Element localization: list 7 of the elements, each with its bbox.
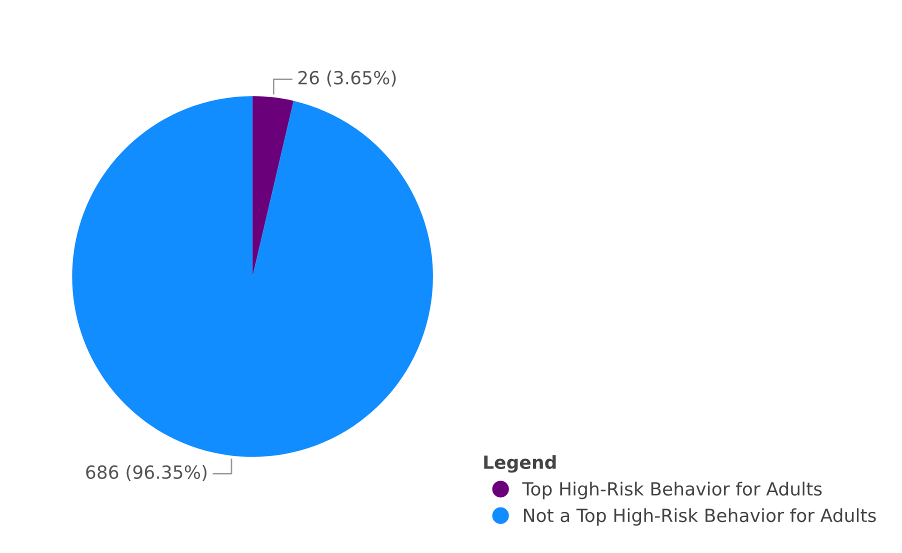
legend-label: Not a Top High-Risk Behavior for Adults (524, 508, 876, 526)
data-label: 686 (96.35%) (86, 465, 206, 482)
legend-title: Legend (484, 455, 556, 473)
pie-slice (252, 96, 294, 276)
pie-slice (72, 96, 433, 457)
legend-label: Top High-Risk Behavior for Adults (522, 482, 822, 500)
data-label: 26 (3.65%) (298, 70, 396, 87)
